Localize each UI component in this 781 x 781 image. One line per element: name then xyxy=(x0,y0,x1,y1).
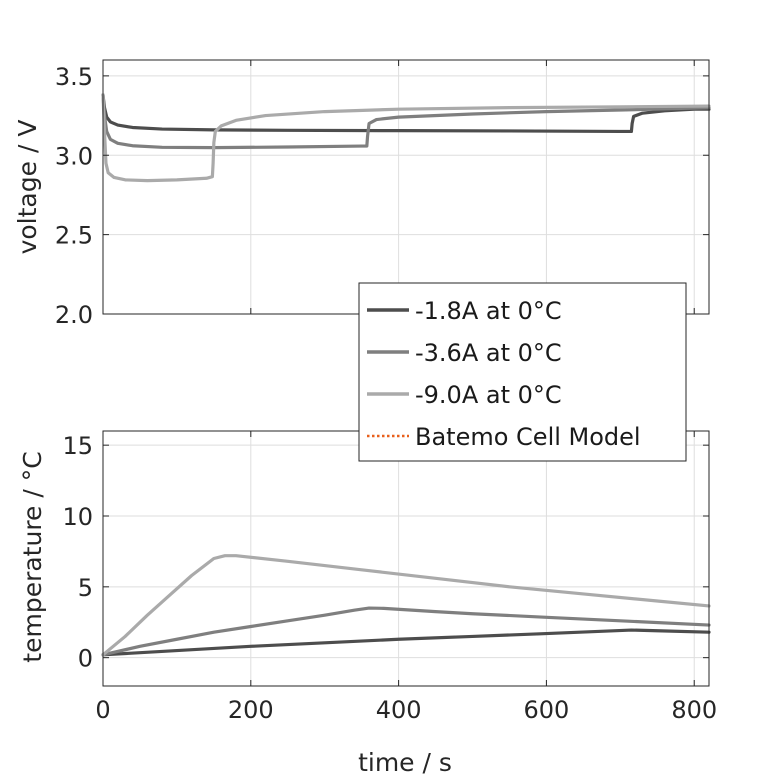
temperature-series-line-3 xyxy=(101,554,711,657)
temperature-axis-label: temperature / °C xyxy=(18,451,47,662)
voltage-series-line-2 xyxy=(101,93,711,150)
legend-label-4: Batemo Cell Model xyxy=(415,423,641,451)
voltage-plot-area xyxy=(103,60,709,314)
temperature-y-tick-label: 0 xyxy=(78,645,93,673)
temperature-series-line-1 xyxy=(101,628,711,657)
voltage-axis-label: voltage / V xyxy=(13,120,42,255)
temperature-y-tick-label: 10 xyxy=(62,503,93,531)
voltage-y-tick-label: 2.0 xyxy=(55,301,93,329)
voltage-series-line-1 xyxy=(101,93,711,134)
time-axis-label: time / s xyxy=(358,748,452,777)
temperature-panel: 0 5 10 15 0 200 400 600 800 xyxy=(62,430,717,724)
voltage-y-tick-label: 3.5 xyxy=(55,63,93,91)
temperature-x-tick-label: 400 xyxy=(376,696,422,724)
temperature-series-line-2 xyxy=(101,606,711,657)
temperature-plot-area xyxy=(103,431,709,686)
legend-label-2: -3.6A at 0°C xyxy=(415,339,562,367)
legend-box xyxy=(358,282,687,462)
temperature-x-tick-label: 600 xyxy=(524,696,570,724)
temperature-x-tick-label: 200 xyxy=(228,696,274,724)
legend-label-3: -9.0A at 0°C xyxy=(415,381,562,409)
temperature-x-tick-label: 0 xyxy=(95,696,110,724)
legend: -1.8A at 0°C -3.6A at 0°C -9.0A at 0°C Bate… xyxy=(358,282,687,462)
voltage-panel: 2.0 2.5 3.0 3.5 xyxy=(55,59,711,329)
voltage-series-line-3 xyxy=(101,93,711,183)
voltage-y-tick-label: 2.5 xyxy=(55,222,93,250)
temperature-y-tick-label: 5 xyxy=(78,574,93,602)
temperature-y-tick-label: 15 xyxy=(62,432,93,460)
voltage-y-tick-label: 3.0 xyxy=(55,142,93,170)
temperature-x-tick-label: 800 xyxy=(671,696,717,724)
legend-label-1: -1.8A at 0°C xyxy=(415,297,562,325)
